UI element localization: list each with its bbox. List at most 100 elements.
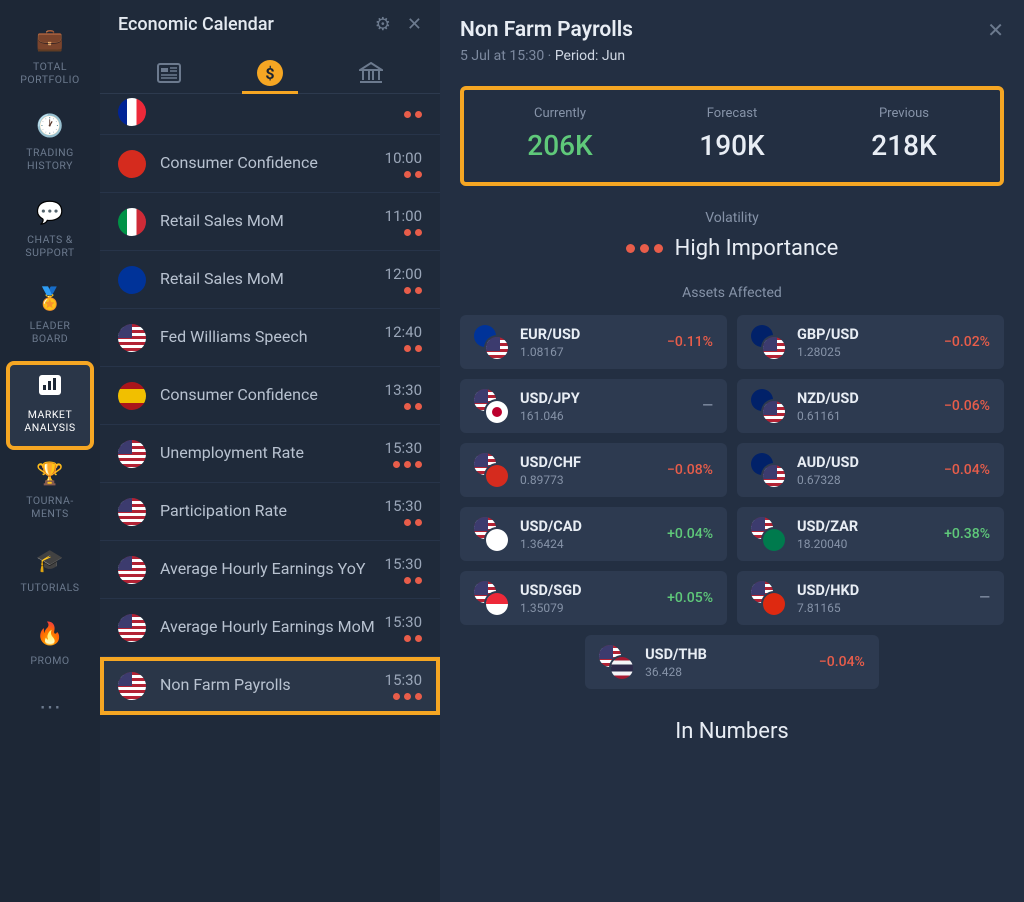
event-time: 10:00 (385, 149, 422, 167)
nav-label: TRADINGHISTORY (26, 146, 73, 172)
close-icon[interactable]: ✕ (407, 14, 422, 35)
tab-economic[interactable]: $ (242, 53, 298, 93)
calendar-row[interactable]: Consumer Confidence10:00 (100, 135, 440, 193)
importance-dots (393, 693, 422, 700)
stat-value: 218K (818, 129, 990, 162)
assets-grid: EUR/USD1.08167−0.11%GBP/USD1.28025−0.02%… (460, 315, 1004, 689)
importance-dots (404, 229, 422, 236)
importance-text: High Importance (675, 236, 839, 261)
nav-icon (39, 375, 61, 400)
asset-card[interactable]: AUD/USD0.67328−0.04% (737, 443, 1004, 497)
stat: Previous218K (818, 106, 990, 162)
event-time: 15:30 (385, 613, 422, 631)
nav-item-4[interactable]: MARKETANALYSIS (8, 363, 92, 448)
asset-price: 0.61161 (797, 409, 944, 423)
tab-bank[interactable] (343, 53, 399, 93)
asset-card[interactable]: USD/CHF 0.89773−0.08% (460, 443, 727, 497)
event-name: Participation Rate (160, 501, 385, 522)
calendar-row[interactable]: Average Hourly Earnings YoY15:30 (100, 541, 440, 599)
asset-price: 18.20040 (797, 537, 944, 551)
stat-value: 190K (646, 129, 818, 162)
asset-change: −0.11% (667, 334, 713, 350)
flag-icon (118, 672, 146, 700)
asset-card[interactable]: USD/SGD1.35079+0.05% (460, 571, 727, 625)
event-name: Average Hourly Earnings MoM (160, 617, 385, 638)
asset-card[interactable]: USD/THB36.428−0.04% (585, 635, 879, 689)
nav-item-6[interactable]: 🎓TUTORIALS (8, 539, 92, 608)
calendar-row[interactable]: Average Hourly Earnings MoM15:30 (100, 599, 440, 657)
calendar-row[interactable]: Unemployment Rate15:30 (100, 425, 440, 483)
event-name: Fed Williams Speech (160, 327, 385, 348)
asset-card[interactable]: USD/JPY161.046— (460, 379, 727, 433)
pair-flag-icon (474, 581, 508, 615)
importance-row: High Importance (460, 236, 1004, 261)
nav-icon: 🏅 (36, 289, 63, 311)
pair-flag-icon (751, 389, 785, 423)
nav-item-0[interactable]: 💼TOTALPORTFOLIO (8, 18, 92, 100)
asset-change: — (979, 590, 990, 606)
left-nav: 💼TOTALPORTFOLIO🕐TRADINGHISTORY💬CHATS &SU… (0, 0, 100, 902)
nav-item-8[interactable]: ⋯ (8, 685, 92, 733)
gear-icon[interactable]: ⚙ (375, 14, 391, 35)
asset-symbol: USD/CAD (520, 518, 667, 535)
asset-card[interactable]: GBP/USD1.28025−0.02% (737, 315, 1004, 369)
calendar-title: Economic Calendar (118, 14, 359, 35)
nav-item-7[interactable]: 🔥PROMO (8, 612, 92, 681)
importance-dots (626, 244, 663, 253)
asset-change: −0.04% (944, 462, 990, 478)
pair-flag-icon (474, 453, 508, 487)
asset-symbol: GBP/USD (797, 326, 944, 343)
calendar-row[interactable] (100, 94, 440, 135)
detail-subtitle: 5 Jul at 15:30 · Period: Jun (460, 48, 987, 64)
event-name: Non Farm Payrolls (160, 675, 385, 696)
calendar-row[interactable]: Retail Sales MoM11:00 (100, 193, 440, 251)
asset-change: −0.04% (819, 654, 865, 670)
flag-icon (118, 614, 146, 642)
event-time: 11:00 (385, 207, 422, 225)
stat-label: Currently (474, 106, 646, 121)
importance-dots (404, 577, 422, 584)
pair-flag-icon (751, 453, 785, 487)
asset-change: −0.08% (667, 462, 713, 478)
nav-icon: 💼 (36, 30, 63, 52)
asset-change: −0.06% (944, 398, 990, 414)
asset-card[interactable]: USD/CAD1.36424+0.04% (460, 507, 727, 561)
importance-dots (404, 519, 422, 526)
nav-icon: 🔥 (36, 624, 63, 646)
event-name: Average Hourly Earnings YoY (160, 559, 385, 580)
asset-change: −0.02% (944, 334, 990, 350)
pair-flag-icon (474, 517, 508, 551)
calendar-list: Consumer Confidence10:00Retail Sales MoM… (100, 94, 440, 902)
calendar-row[interactable]: Retail Sales MoM12:00 (100, 251, 440, 309)
asset-symbol: USD/CHF (520, 454, 667, 471)
calendar-row[interactable]: Fed Williams Speech12:40 (100, 309, 440, 367)
pair-flag-icon (751, 581, 785, 615)
nav-label: TUTORIALS (20, 581, 79, 594)
calendar-row[interactable]: Non Farm Payrolls15:30 (100, 657, 440, 715)
detail-period: Period: Jun (555, 48, 625, 64)
calendar-row[interactable]: Participation Rate15:30 (100, 483, 440, 541)
nav-item-2[interactable]: 💬CHATS &SUPPORT (8, 191, 92, 273)
nav-item-3[interactable]: 🏅LEADERBOARD (8, 277, 92, 359)
asset-change: +0.05% (667, 590, 713, 606)
nav-item-5[interactable]: 🏆TOURNA-MENTS (8, 452, 92, 534)
asset-card[interactable]: NZD/USD0.61161−0.06% (737, 379, 1004, 433)
tab-news[interactable] (141, 53, 197, 93)
importance-dots (404, 403, 422, 410)
stat-value: 206K (474, 129, 646, 162)
detail-title: Non Farm Payrolls (460, 18, 987, 42)
asset-price: 161.046 (520, 409, 702, 423)
asset-price: 0.89773 (520, 473, 667, 487)
asset-symbol: AUD/USD (797, 454, 944, 471)
asset-card[interactable]: EUR/USD1.08167−0.11% (460, 315, 727, 369)
asset-price: 1.35079 (520, 601, 667, 615)
calendar-row[interactable]: Consumer Confidence13:30 (100, 367, 440, 425)
importance-dots (404, 287, 422, 294)
asset-card[interactable]: USD/ZAR18.20040+0.38% (737, 507, 1004, 561)
close-icon[interactable]: ✕ (987, 18, 1004, 42)
nav-label: TOURNA-MENTS (26, 494, 73, 520)
pair-flag-icon (751, 325, 785, 359)
nav-item-1[interactable]: 🕐TRADINGHISTORY (8, 104, 92, 186)
event-time: 13:30 (385, 381, 422, 399)
asset-card[interactable]: USD/HKD7.81165— (737, 571, 1004, 625)
